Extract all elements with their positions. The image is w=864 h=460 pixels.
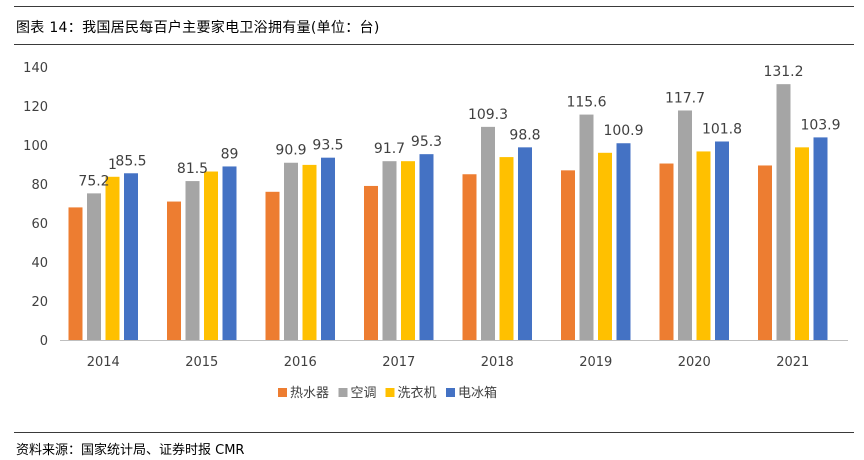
bar-2019-series-0	[561, 170, 575, 340]
legend-label: 热水器	[290, 386, 329, 401]
data-label: 115.6	[566, 95, 606, 111]
data-label: 95.3	[411, 134, 442, 150]
bar-2018-series-0	[462, 174, 477, 340]
x-tick-label: 2018	[481, 355, 514, 370]
source-note: 资料来源：国家统计局、证券时报 CMR	[16, 443, 245, 458]
bar-2014-series-1	[87, 193, 101, 340]
legend-label: 电冰箱	[458, 385, 497, 401]
data-label: 1	[108, 157, 117, 173]
data-label: 98.8	[509, 127, 540, 143]
bar-2017-series-0	[364, 185, 378, 340]
legend-swatch	[446, 388, 455, 397]
bottom-rule	[14, 432, 854, 433]
bar-2014-series-3	[124, 173, 138, 340]
bar-2020-series-0	[659, 163, 674, 340]
bar-2015-series-2	[204, 171, 218, 340]
y-tick-label: 120	[23, 100, 48, 115]
bar-2018-series-3	[518, 147, 532, 340]
legend-swatch	[385, 388, 395, 397]
bar-2016-series-1	[284, 162, 298, 340]
figure-title: 图表 14：我国居民每百户主要家电卫浴拥有量(单位：台)	[16, 20, 380, 36]
bar-2020-series-3	[715, 141, 729, 340]
legend-swatch	[338, 388, 348, 397]
data-label: 101.8	[702, 121, 742, 137]
bar-2017-series-2	[401, 161, 415, 340]
data-label: 93.5	[312, 138, 343, 154]
bar-2016-series-0	[265, 191, 280, 340]
x-axis-ticks: 2014 2015 2016 2017 2018 2019 2020 2021	[87, 355, 810, 370]
bar-2014-series-2	[105, 176, 120, 340]
data-label: 81.5	[177, 161, 208, 177]
x-tick-label: 2021	[776, 355, 809, 370]
legend-label: 洗衣机	[398, 385, 437, 401]
bar-2017-series-3	[419, 154, 434, 340]
bar-2014-series-0	[68, 207, 83, 340]
bar-groups	[68, 84, 828, 341]
title-rule	[14, 44, 854, 45]
bar-2015-series-1	[185, 181, 200, 340]
bar-2015-series-3	[222, 166, 237, 340]
y-tick-label: 140	[23, 61, 48, 76]
x-tick-label: 2019	[579, 355, 612, 370]
bar-2020-series-1	[678, 110, 692, 340]
bar-2021-series-3	[813, 137, 828, 340]
x-tick-label: 2020	[678, 355, 711, 370]
bar-2015-series-0	[167, 201, 181, 340]
y-tick-label: 0	[40, 334, 48, 349]
bar-2019-series-1	[579, 114, 594, 340]
data-label: 103.9	[800, 117, 840, 133]
data-label: 91.7	[374, 141, 405, 157]
y-tick-label: 80	[31, 178, 48, 193]
bar-2021-series-1	[776, 84, 791, 340]
legend-label: 空调	[351, 386, 377, 401]
bar-2019-series-2	[598, 152, 612, 340]
x-tick-label: 2017	[382, 355, 415, 370]
x-tick-label: 2015	[185, 355, 218, 370]
data-label: 85.5	[115, 153, 146, 169]
data-label: 100.9	[603, 123, 643, 139]
bar-2016-series-3	[321, 157, 335, 340]
data-label: 90.9	[275, 143, 306, 159]
y-axis-ticks: 0 20 40 60 80 100 120 140	[23, 61, 48, 349]
bar-2019-series-3	[616, 143, 631, 340]
top-rule	[14, 6, 854, 7]
data-label: 109.3	[468, 107, 508, 123]
data-label: 117.7	[665, 90, 705, 106]
y-tick-label: 100	[23, 139, 48, 154]
data-label: 75.2	[78, 173, 109, 189]
bar-2016-series-2	[302, 164, 317, 340]
x-tick-label: 2014	[87, 355, 120, 370]
y-tick-label: 40	[31, 256, 48, 271]
bar-2020-series-2	[696, 151, 711, 340]
legend-swatch	[278, 388, 287, 397]
y-tick-label: 20	[31, 295, 48, 310]
data-label: 89	[221, 146, 239, 162]
data-label: 131.2	[763, 64, 803, 80]
bar-2021-series-0	[758, 165, 772, 340]
bar-2017-series-1	[382, 161, 397, 340]
bar-2021-series-2	[795, 147, 809, 340]
bar-2018-series-2	[499, 157, 514, 340]
y-tick-label: 60	[31, 217, 48, 232]
chart-legend: 热水器 空调 洗衣机 电冰箱	[278, 385, 497, 401]
bar-2018-series-1	[481, 126, 495, 341]
x-tick-label: 2016	[284, 355, 317, 370]
